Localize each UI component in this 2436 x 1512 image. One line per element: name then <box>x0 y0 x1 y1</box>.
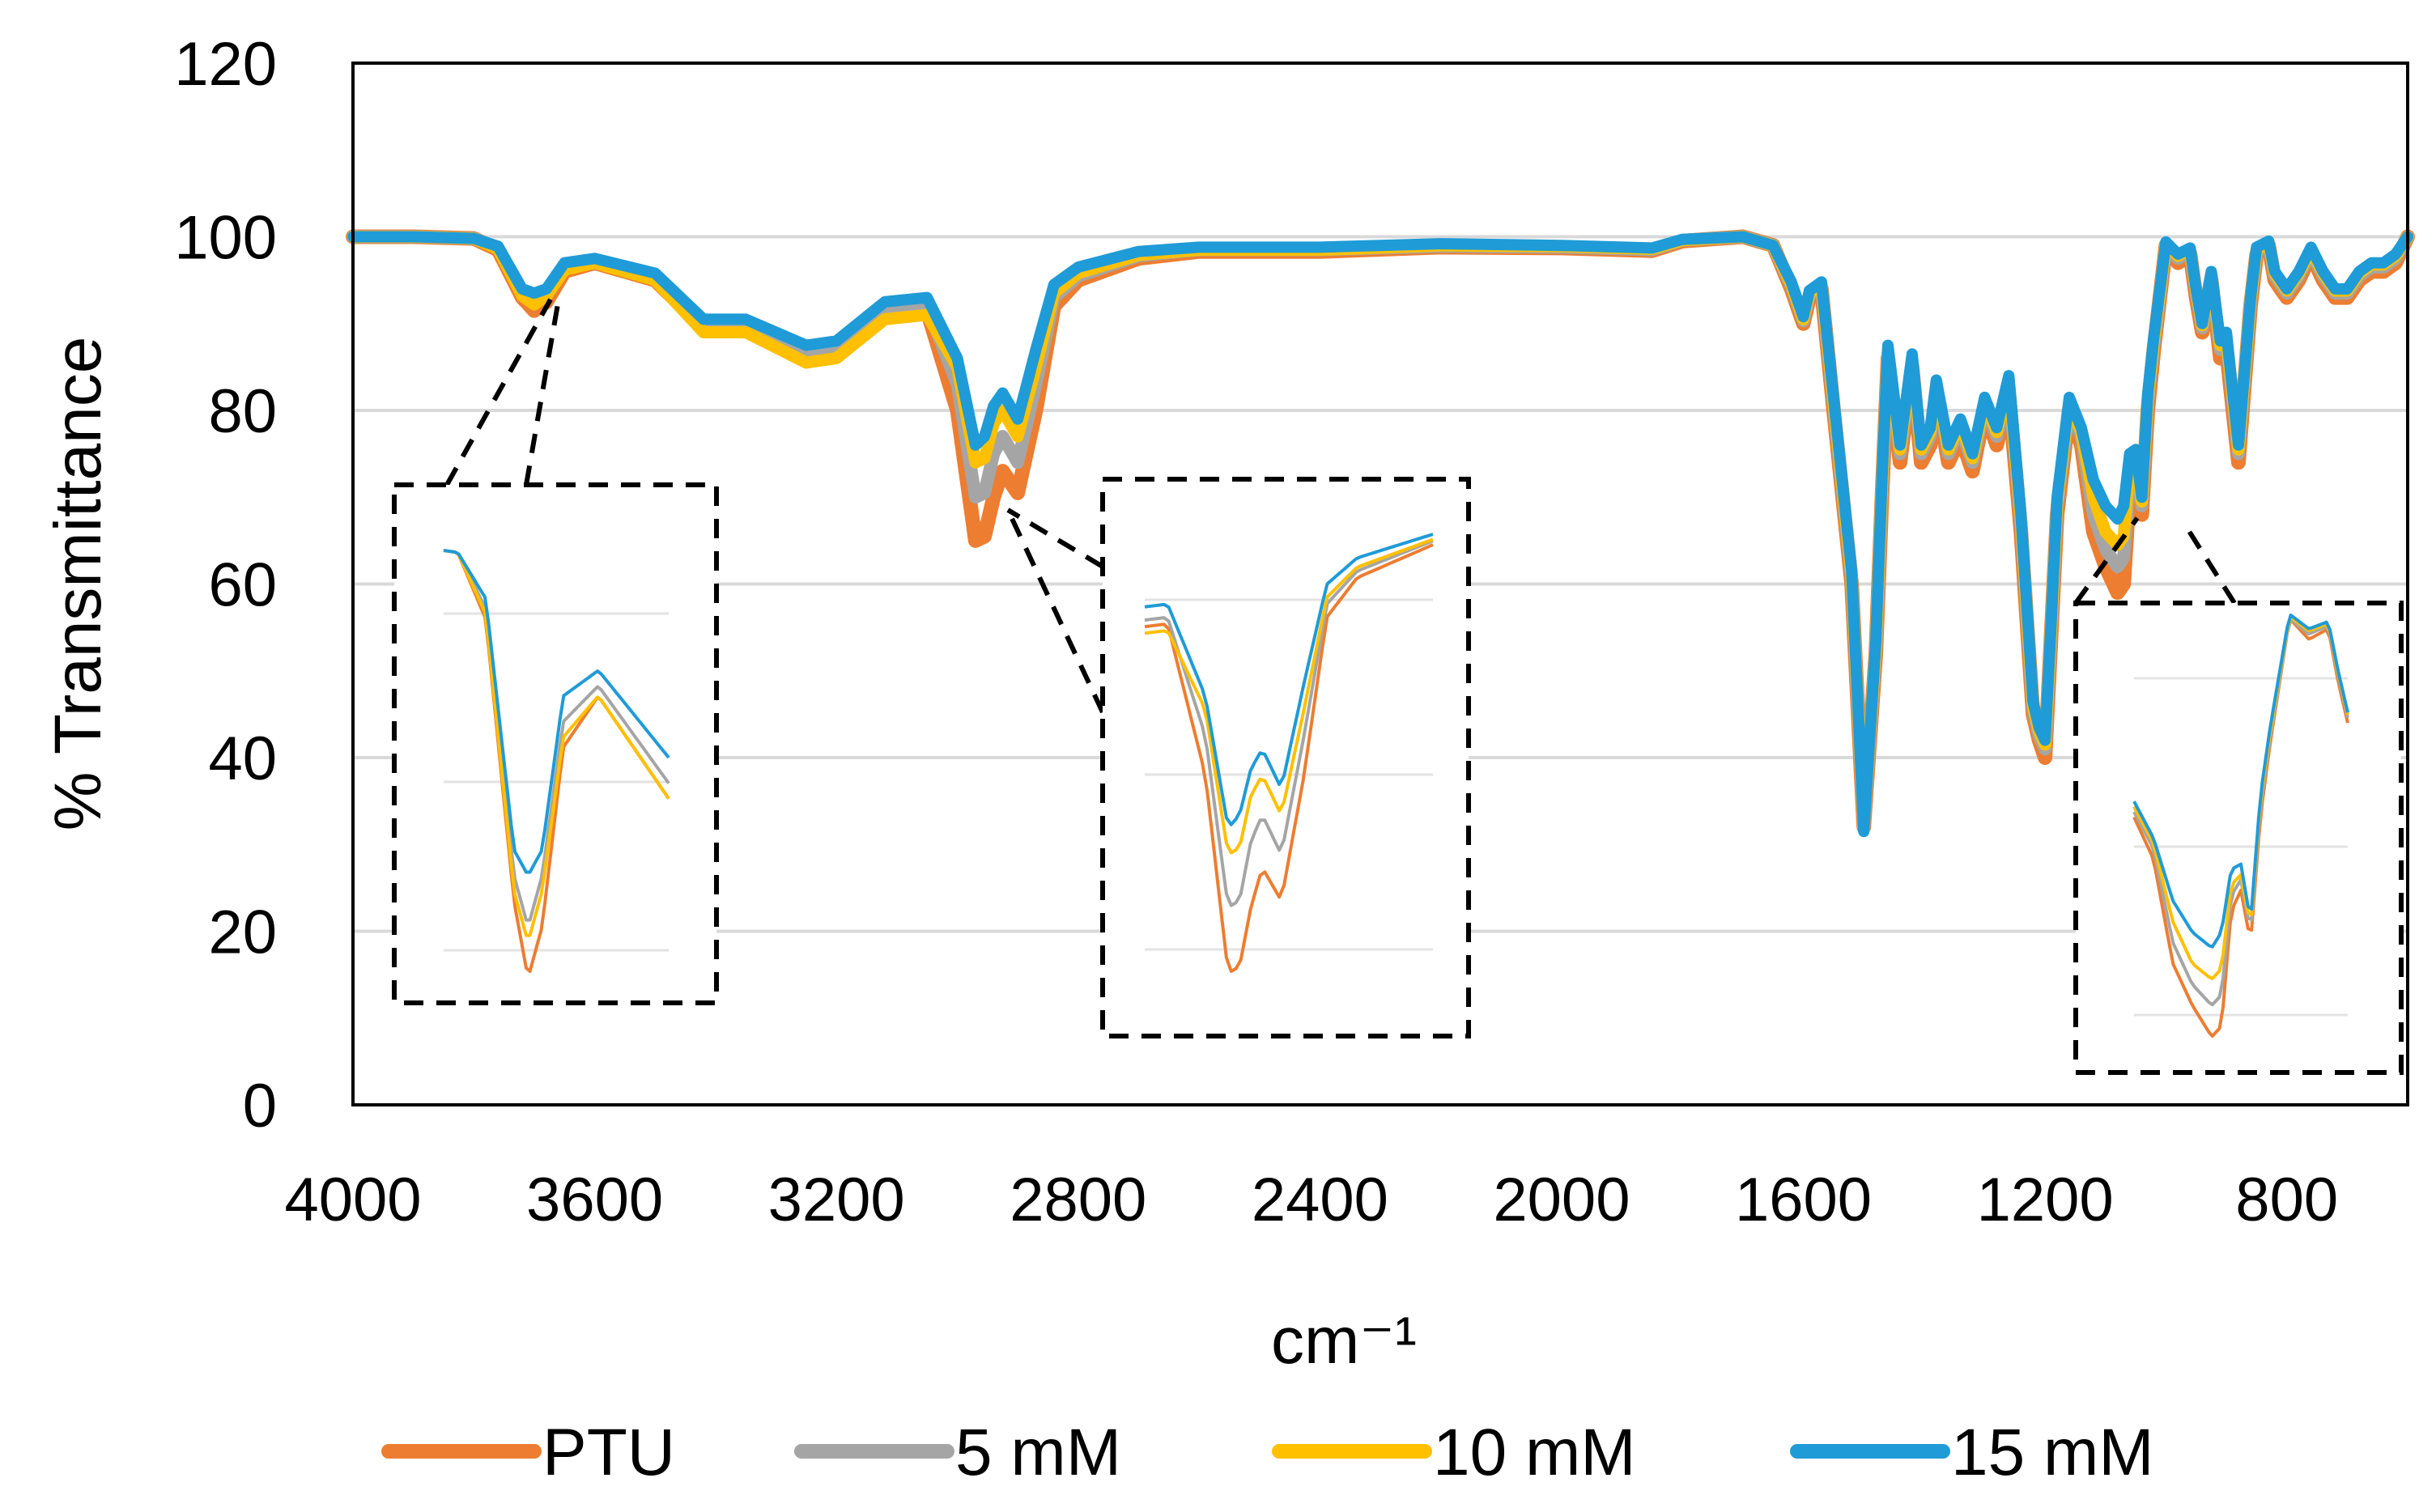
inset-leader-line <box>2073 516 2140 605</box>
inset-series-line <box>1144 533 1434 826</box>
y-tick-labels: 0 20 40 60 80 100 120 <box>174 30 277 1140</box>
inset-frame <box>2073 601 2404 1075</box>
inset-series-line <box>1144 537 1434 855</box>
inset-series-line <box>2132 615 2349 980</box>
inset-ch <box>1005 477 1471 1038</box>
series-lines <box>346 229 2415 838</box>
y-tick-label: 0 <box>243 1072 277 1140</box>
inset-series-line <box>2132 618 2349 1038</box>
y-tick-label: 40 <box>208 724 277 793</box>
x-tick-label: 4000 <box>284 1166 421 1234</box>
inset-leader-line <box>1005 508 1105 714</box>
x-tick-label: 2400 <box>1252 1166 1388 1234</box>
plot-frame <box>351 62 2409 1106</box>
x-tick-label: 1600 <box>1735 1166 1872 1234</box>
x-tick-label: 2000 <box>1493 1166 1630 1234</box>
x-tick-label: 1200 <box>1977 1166 2114 1234</box>
inset-series-line <box>2132 614 2349 949</box>
legend-label: 10 mM <box>1433 1416 1636 1489</box>
inset-oh <box>392 298 719 1005</box>
y-tick-label: 20 <box>208 898 277 967</box>
y-tick-label: 120 <box>174 30 277 99</box>
legend: PTU 5 mM 10 mM 15 mM <box>381 1416 2154 1489</box>
zoom-insets <box>392 298 2404 1075</box>
x-tick-label: 2800 <box>1010 1166 1146 1234</box>
inset-series-line <box>443 549 670 937</box>
x-tick-label: 800 <box>2235 1166 2338 1234</box>
x-tick-label: 3200 <box>768 1166 905 1234</box>
inset-co <box>2073 516 2404 1075</box>
x-tick-labels: 4000 3600 3200 2800 2400 2000 1600 1200 800 <box>284 1166 2338 1234</box>
x-axis-title: cm⁻¹ <box>1271 1304 1417 1378</box>
y-tick-label: 60 <box>208 551 277 620</box>
x-tick-label: 3600 <box>526 1166 663 1234</box>
legend-label: 15 mM <box>1951 1416 2154 1489</box>
y-tick-label: 100 <box>174 204 277 273</box>
inset-frame <box>1100 477 1471 1038</box>
inset-series-line <box>1144 543 1434 973</box>
y-tick-label: 80 <box>208 377 277 446</box>
y-axis-title: % Transmittance <box>41 337 115 831</box>
inset-series-line <box>1144 539 1434 907</box>
inset-leader-line <box>1006 508 1104 569</box>
inset-series-line <box>443 549 670 922</box>
inset-leader-line <box>2183 525 2237 605</box>
legend-label: PTU <box>542 1416 675 1489</box>
series-line-15-mm <box>347 231 2413 838</box>
inset-leader-line <box>444 298 553 486</box>
inset-series-line <box>443 549 670 874</box>
legend-label: 5 mM <box>955 1416 1121 1489</box>
